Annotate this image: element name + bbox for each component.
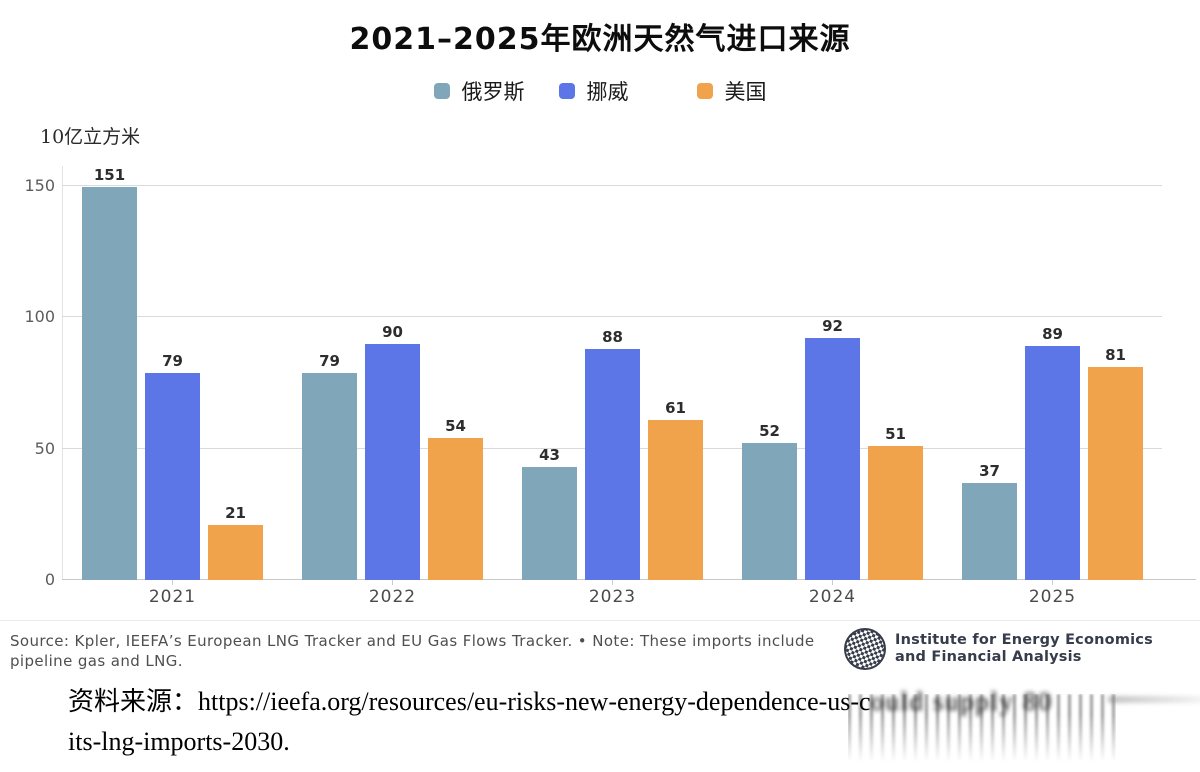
bar-column-us-2023: 61 — [648, 166, 703, 580]
chart-title: 2021–2025年欧洲天然气进口来源 — [349, 22, 851, 57]
x-axis-tick-2024 — [832, 580, 833, 585]
legend-label-russia: 俄罗斯 — [461, 80, 525, 104]
bar-russia-2025 — [962, 482, 1017, 580]
y-axis-line — [62, 166, 63, 580]
legend-label-norway: 挪威 — [586, 80, 629, 104]
bar-norway-2023 — [585, 348, 640, 580]
bar-russia-2021 — [82, 187, 137, 580]
bar-column-us-2024: 51 — [868, 166, 923, 580]
citation-smeared-text: ould supply 80 — [870, 687, 1054, 716]
bar-norway-2024 — [805, 338, 860, 580]
bar-value-label: 90 — [382, 322, 403, 341]
bar-column-norway-2023: 88 — [585, 166, 640, 580]
ieefa-logo-text: Institute for Energy Economics and Finan… — [895, 632, 1153, 665]
y-axis-unit-label: 10亿立方米 — [40, 126, 141, 148]
bar-value-label: 81 — [1105, 346, 1126, 365]
bar-norway-2025 — [1025, 346, 1080, 580]
gridline-150 — [62, 185, 1162, 186]
bar-group-2022: 79 90 54 — [302, 166, 483, 580]
y-tick-label-150: 150 — [24, 176, 55, 195]
ieefa-globe-icon — [844, 628, 886, 670]
bar-column-us-2025: 81 — [1088, 166, 1143, 580]
plot-area: 0 50 100 150 151 79 21 2021 79 90 54 2022 43 88 61 2023… — [24, 166, 1196, 607]
bar-column-norway-2021: 79 — [145, 166, 200, 580]
bar-value-label: 79 — [319, 351, 340, 370]
bar-column-russia-2023: 43 — [522, 166, 577, 580]
bar-column-us-2022: 54 — [428, 166, 483, 580]
legend-swatch-us — [696, 83, 713, 99]
bar-column-russia-2021: 151 — [82, 166, 137, 580]
citation: 资料来源：https://ieefa.org/resources/eu-risk… — [68, 682, 1200, 762]
bar-column-norway-2025: 89 — [1025, 166, 1080, 580]
bar-value-label: 54 — [445, 417, 466, 436]
bar-value-label: 37 — [979, 461, 1000, 480]
legend: 俄罗斯 挪威 美国 — [0, 76, 1200, 106]
bar-russia-2023 — [522, 467, 577, 580]
x-axis-tick-2021 — [172, 580, 173, 585]
bar-value-label: 52 — [759, 422, 780, 441]
bar-value-label: 89 — [1042, 325, 1063, 344]
bar-russia-2024 — [742, 443, 797, 580]
bar-group-2024: 52 92 51 — [742, 166, 923, 580]
bar-group-2021: 151 79 21 — [82, 166, 263, 580]
bar-group-2025: 37 89 81 — [962, 166, 1143, 580]
legend-item-us: 美国 — [696, 76, 767, 106]
bar-us-2025 — [1088, 367, 1143, 580]
ieefa-logo: Institute for Energy Economics and Finan… — [843, 627, 1153, 671]
footer: Source: Kpler, IEEFA’s European LNG Trac… — [0, 620, 1200, 679]
bar-us-2024 — [868, 446, 923, 580]
x-tick-label-2025: 2025 — [1028, 587, 1077, 607]
x-axis-tick-2025 — [1052, 580, 1053, 585]
bar-value-label: 43 — [539, 446, 560, 465]
bar-value-label: 21 — [225, 503, 246, 522]
bar-value-label: 88 — [602, 327, 623, 346]
x-tick-label-2021: 2021 — [148, 587, 197, 607]
legend-label-us: 美国 — [724, 80, 767, 104]
logo-line2: and Financial Analysis — [895, 649, 1082, 665]
x-tick-label-2024: 2024 — [808, 587, 857, 607]
bar-us-2021 — [208, 524, 263, 580]
gridline-100 — [62, 316, 1162, 318]
bar-norway-2022 — [365, 343, 420, 580]
x-tick-label-2022: 2022 — [368, 587, 417, 607]
bar-value-label: 79 — [162, 351, 183, 370]
bar-column-norway-2022: 90 — [365, 166, 420, 580]
bar-value-label: 92 — [822, 317, 843, 336]
bar-value-label: 151 — [93, 166, 126, 184]
bar-value-label: 51 — [885, 425, 906, 444]
logo-line1: Institute for Energy Economics — [895, 632, 1153, 649]
y-tick-label-100: 100 — [24, 307, 55, 327]
citation-url-prefix: 资料来源：https://ieefa.org/resources/eu-risk… — [68, 687, 871, 716]
bar-column-norway-2024: 92 — [805, 166, 860, 580]
legend-item-norway: 挪威 — [558, 76, 629, 106]
bar-norway-2021 — [145, 372, 200, 580]
bar-group-2023: 43 88 61 — [522, 166, 703, 580]
source-note: Source: Kpler, IEEFA’s European LNG Trac… — [10, 632, 815, 671]
bar-column-russia-2024: 52 — [742, 166, 797, 580]
x-axis-tick-2022 — [392, 580, 393, 585]
bar-us-2022 — [428, 438, 483, 580]
citation-line1: 资料来源：https://ieefa.org/resources/eu-risk… — [68, 682, 1168, 722]
x-axis-tick-2023 — [612, 580, 613, 585]
legend-swatch-norway — [558, 83, 575, 99]
bar-column-us-2021: 21 — [208, 166, 263, 580]
y-tick-label-0: 0 — [44, 570, 55, 589]
bar-us-2023 — [648, 419, 703, 580]
citation-line2: its-lng-imports-2030. — [68, 727, 290, 756]
bar-column-russia-2022: 79 — [302, 166, 357, 580]
legend-swatch-russia — [433, 83, 450, 99]
bar-russia-2022 — [302, 372, 357, 580]
y-tick-label-50: 50 — [34, 438, 55, 458]
bar-column-russia-2025: 37 — [962, 166, 1017, 580]
x-tick-label-2023: 2023 — [588, 587, 637, 607]
bar-value-label: 61 — [665, 398, 686, 417]
legend-item-russia: 俄罗斯 — [433, 76, 525, 106]
